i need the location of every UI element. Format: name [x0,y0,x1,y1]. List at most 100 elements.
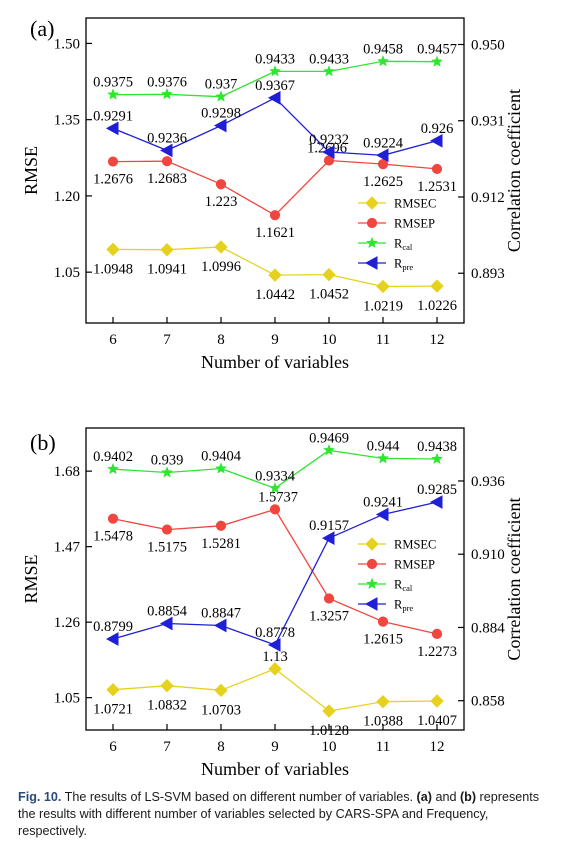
y-tick-label-a: 1.35 [54,113,80,129]
point-rmsep-b [323,593,335,604]
x-tick-label-b: 11 [376,739,390,755]
y2-tick-label-b: 0.884 [471,620,505,636]
point-rcal-a [431,55,443,67]
point-rpre-a [159,143,173,158]
point-rpre-b [321,531,335,545]
y-tick-label-b: 1.05 [54,691,80,707]
data-label-rcal-a: 0.9457 [417,42,457,58]
legend-label-sub-rcal-b: cal [402,583,413,593]
data-label-rmsep-b: 1.5737 [258,489,298,505]
point-rcal-b [269,481,281,494]
point-rcal-a [269,65,281,77]
y2-axis-label-a: Correlation coefficient [504,89,524,252]
caption-text-1: The results of LS-SVM based on different… [61,790,417,804]
legend-marker-rcal-b [366,577,378,590]
y2-tick-label-a: 0.950 [471,37,505,53]
data-label-rcal-b: 0.9334 [255,468,296,484]
data-label-rmsec-b: 1.0407 [417,713,457,729]
data-label-rmsec-a: 1.0226 [417,298,457,314]
data-label-rpre-a: 0.9367 [255,78,295,94]
x-axis-label-a: Number of variables [201,352,349,372]
y-tick-label-a: 1.20 [54,189,80,205]
data-label-rmsep-b: 1.5281 [201,536,241,552]
data-label-rpre-a: 0.9232 [309,132,349,148]
x-axis-label-b: Number of variables [201,759,349,779]
legend-label-rmsec-b: RMSEC [394,538,436,552]
point-rmsep-b [269,504,281,515]
point-rcal-a [161,87,173,100]
point-rcal-b [107,462,119,475]
data-label-rmsec-b: 1.0128 [309,723,349,739]
point-rpre-a [213,118,227,133]
data-label-rmsep-b: 1.5478 [93,529,133,545]
point-rmsep-a [431,163,443,175]
caption-panel-b: (b) [459,790,477,804]
data-label-rmsep-a: 1.2676 [93,172,133,188]
point-rmsep-a [269,210,281,221]
data-label-rcal-a: 0.9375 [93,75,133,91]
point-rmsec-a [322,267,336,282]
caption-panel-a: (a) [416,790,432,804]
point-rmsec-b [160,678,174,693]
y2-tick-label-a: 0.893 [471,266,505,282]
point-rcal-a [377,55,389,67]
point-rmsep-a [215,179,227,190]
point-rmsec-a [160,243,174,257]
point-rmsec-a [106,242,120,257]
data-label-rmsep-b: 1.2615 [363,632,403,648]
data-label-rmsec-b: 1.0703 [201,702,241,718]
x-tick-label-b: 7 [163,739,171,755]
point-rpre-b [429,495,443,509]
x-tick-label-a: 10 [322,332,337,348]
y-axis-label-a: RMSE [21,146,41,195]
data-label-rcal-b: 0.9469 [309,430,349,446]
data-label-rpre-a: 0.926 [421,121,454,137]
data-label-rmsep-a: 1.2625 [363,174,403,190]
figure: (a) 6 7 8 9 10 11 12 1.05 1.20 1.35 1.50 0.893 0.912 0… [21,16,524,779]
legend-label-sub-rcal-a: cal [402,242,413,252]
data-label-rmsec-a: 1.0442 [255,287,295,303]
data-label-rcal-a: 0.9433 [255,51,295,67]
point-rcal-b [377,452,389,464]
point-rmsec-b [322,704,336,718]
data-label-rcal-a: 0.9458 [363,41,403,57]
y2-tick-label-a: 0.912 [471,190,505,206]
data-label-rmsec-b: 1.13 [262,649,287,665]
data-label-rpre-b: 0.8847 [201,605,241,621]
y-tick-label-b: 1.47 [54,540,81,556]
point-rpre-a [105,121,119,136]
data-label-rmsep-a: 1.223 [205,194,238,210]
x-tick-label-b: 8 [217,739,225,755]
data-label-rpre-b: 0.8799 [93,619,133,635]
x-tick-label-a: 11 [376,332,390,348]
data-label-rpre-a: 0.9298 [201,106,241,122]
point-rpre-b [267,638,281,652]
data-label-rpre-b: 0.8778 [255,625,295,641]
legend-marker-rmsec-b [365,537,379,551]
point-rcal-b [323,443,335,456]
data-label-rmsep-a: 1.2683 [147,171,187,187]
panel-label-a: (a) [30,16,54,41]
point-rpre-a [429,133,443,148]
point-rpre-b [213,618,227,633]
y2-axis-label-b: Correlation coefficient [504,497,524,660]
legend-label-rmsep-a: RMSEP [394,217,435,231]
y-tick-label-b: 1.68 [54,464,80,480]
point-rmsec-b [106,682,120,697]
caption-text-2: and [431,790,460,804]
legend-label-sub-rpre-a: pre [402,262,413,272]
data-label-rpre-b: 0.8854 [147,604,188,620]
panel-label-b: (b) [30,430,56,455]
legend-marker-rpre-a [364,256,378,270]
point-rcal-a [323,65,335,77]
caption-label: Fig. 10. [18,790,62,804]
y2-tick-label-b: 0.936 [471,474,505,490]
point-rpre-b [375,507,389,522]
data-label-rmsec-a: 1.0219 [363,298,403,314]
legend-marker-rcal-a [366,236,378,249]
x-tick-label-a: 7 [163,332,171,348]
data-label-rmsep-a: 1.2531 [417,179,457,195]
data-label-rpre-a: 0.9224 [363,135,404,151]
caption-text-3: represents the results with different nu… [18,790,540,838]
data-label-rmsec-b: 1.0832 [147,698,187,714]
